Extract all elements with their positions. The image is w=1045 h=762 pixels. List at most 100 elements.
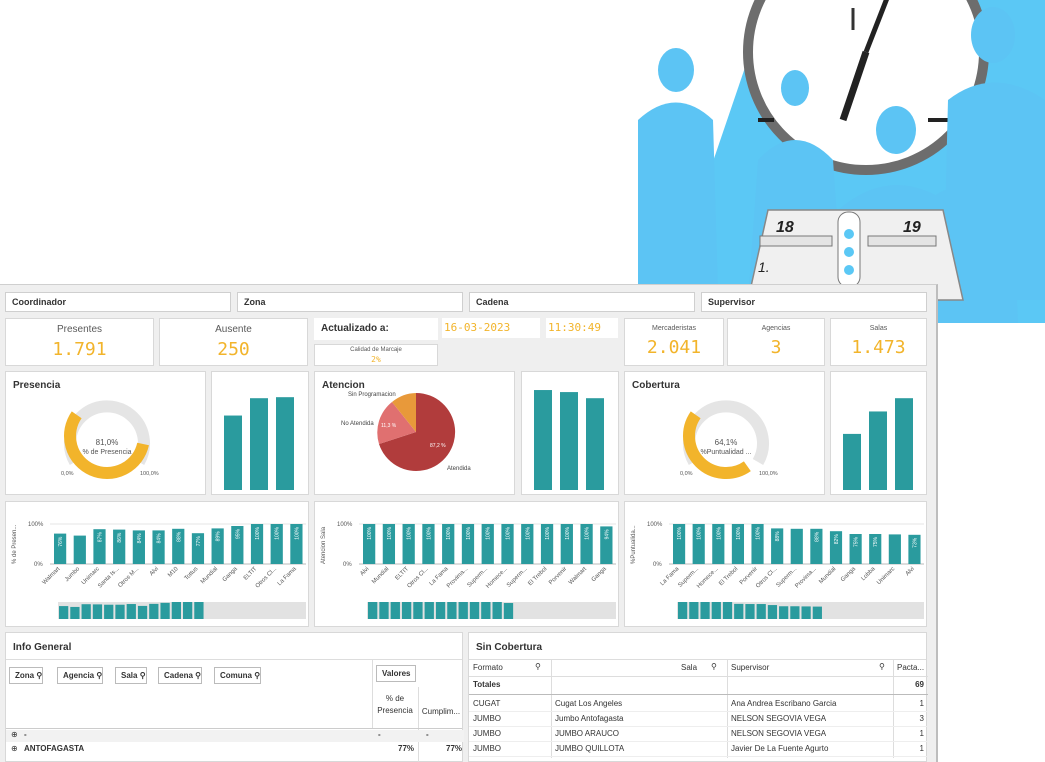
- bar-value-label: 100%: [446, 526, 452, 539]
- kpi-presentes-value: 1.791: [52, 339, 107, 360]
- info-general-title: Info General: [13, 642, 72, 653]
- scrollbar-bar: [413, 602, 423, 619]
- kpi-salas: Salas 1.473: [830, 318, 927, 366]
- expand-icon[interactable]: ⊕: [11, 744, 18, 753]
- table-cell: Ana Andrea Escribano Garcia: [731, 699, 837, 708]
- updated-label-box: Actualizado a:: [314, 318, 438, 340]
- panel-atencion-por-cadena: Atencion Sala 100% 0% 100% Alvi 100% Mundial 10…: [314, 501, 619, 627]
- x-tick-label: Walmart: [42, 566, 62, 586]
- x-tick-label: Alvi: [905, 566, 916, 577]
- valores-button[interactable]: Valores: [376, 665, 416, 682]
- table-cell: Cugat Los Angeles: [555, 699, 623, 708]
- scrollbar-bar: [734, 603, 744, 619]
- atencion-bar-chart: [534, 390, 604, 490]
- bar: [224, 415, 242, 490]
- search-icon[interactable]: ⚲: [535, 662, 541, 671]
- bar-value-label: 88%: [775, 531, 781, 542]
- pie-label-no-atendida: No Atendida: [341, 421, 374, 427]
- scrollbar-bar: [160, 602, 170, 619]
- table-row[interactable]: JUMBO JUMBO QUILLOTA Javier De La Fuente A…: [469, 742, 928, 757]
- x-tick-label: Ganga: [840, 566, 857, 583]
- selector-comuna[interactable]: Comuna ⚲: [214, 667, 262, 684]
- bar-value-label: 100%: [466, 526, 472, 539]
- bar-value-label: 88%: [814, 531, 820, 542]
- col-supervisor-header[interactable]: Supervisor: [731, 663, 770, 672]
- table-cell: JUMBO ARAUCO: [555, 729, 620, 738]
- scrollbar-bar: [435, 602, 446, 619]
- bar-value-label: 76%: [58, 536, 64, 547]
- selector-sala[interactable]: Sala ⚲: [115, 667, 147, 684]
- table-row[interactable]: ⊕ ANTOFAGASTA 77% 77%: [11, 744, 463, 753]
- scrollbar-bar: [149, 603, 159, 619]
- scrollbar-bar: [469, 602, 480, 619]
- x-tick-label: Alvi: [359, 566, 370, 577]
- bar: [540, 524, 554, 564]
- bar-value-label: 100%: [367, 526, 373, 539]
- bar: [810, 528, 823, 564]
- filter-supervisor[interactable]: Supervisor: [701, 292, 927, 312]
- bar-value-label: 94%: [604, 529, 610, 540]
- bar-value-label: 100%: [565, 526, 571, 539]
- panel-atencion: Atencion Sin Programacion No Atendida At…: [314, 371, 515, 495]
- bar-value-label: 100%: [525, 526, 531, 539]
- bar: [54, 533, 67, 564]
- kpi-mercaderistas-label: Mercaderistas: [652, 325, 696, 332]
- table-cell: JUMBO: [473, 744, 501, 753]
- filter-cadena[interactable]: Cadena: [469, 292, 695, 312]
- filter-coordinador[interactable]: Coordinador: [5, 292, 231, 312]
- x-tick-label: Provima...: [794, 566, 818, 590]
- cobertura-gauge: 64,1% %Puntualidad ... 0,0% 100,0%: [680, 400, 778, 479]
- scrollbar-bar: [458, 602, 468, 619]
- selector-zona[interactable]: Zona ⚲: [9, 667, 44, 684]
- table-row[interactable]: CUGAT Cugat Los Angeles Ana Andrea Escriba…: [469, 697, 928, 712]
- col-cumplimiento-header[interactable]: Cumplim...: [421, 707, 461, 716]
- col-presencia-header[interactable]: % de Presencia: [377, 694, 413, 715]
- pie-slice-sin-programacion: [392, 393, 416, 432]
- bar-value-label: 84%: [137, 533, 143, 544]
- x-tick-label: Lobba: [861, 566, 878, 583]
- bar: [586, 398, 604, 490]
- x-tick-label: Provima...: [446, 566, 470, 590]
- selector-agencia[interactable]: Agencia ⚲: [57, 667, 104, 684]
- scrollbar-bar: [689, 602, 699, 619]
- panel-atencion-bars: [521, 371, 619, 495]
- pie-slice-no-atendida: [377, 402, 416, 444]
- scrollbar-bar: [790, 606, 800, 619]
- table-row-total: ⊕ - - -: [6, 730, 464, 742]
- bar: [152, 530, 165, 564]
- x-tick-label: ELTIT: [395, 566, 411, 582]
- table-row[interactable]: JUMBO Jumbo Antofagasta NELSON SEGOVIA VEG…: [469, 712, 928, 727]
- bar: [534, 390, 552, 490]
- search-icon[interactable]: ⚲: [711, 662, 717, 671]
- filter-zona[interactable]: Zona: [237, 292, 463, 312]
- scrollbar-bar: [812, 606, 822, 619]
- dashboard: Coordinador Zona Cadena Supervisor Prese…: [0, 284, 938, 762]
- col-sala-header[interactable]: Sala: [681, 663, 698, 672]
- search-icon[interactable]: ⚲: [879, 662, 885, 671]
- selector-cadena[interactable]: Cadena ⚲: [158, 667, 202, 684]
- col-formato-header[interactable]: Formato: [473, 663, 503, 672]
- scrollbar-bar: [115, 604, 125, 619]
- expand-icon[interactable]: ⊕: [11, 730, 18, 739]
- bar-value-label: 87%: [97, 532, 103, 543]
- bar: [442, 524, 455, 564]
- table-cell: NELSON SEGOVIA VEGA: [731, 729, 827, 738]
- bar-value-label: 84%: [157, 533, 163, 544]
- bar: [93, 529, 106, 564]
- scrollbar-bar: [722, 602, 733, 619]
- x-tick-label: Walmart: [568, 566, 588, 586]
- scrollbar-bar: [767, 605, 778, 619]
- pie-label-atendida: Atendida: [447, 466, 471, 472]
- cobertura-gauge-value: 64,1%: [715, 438, 738, 447]
- bar-value-label: 100%: [275, 526, 281, 539]
- search-icon: ⚲: [96, 671, 103, 680]
- col-pactado-header[interactable]: Pacta...: [897, 663, 925, 672]
- atencion-por-cadena-chart: Atencion Sala 100% 0% 100% Alvi 100% Mundial 10…: [321, 522, 616, 619]
- cobertura-gauge-max: 100,0%: [759, 471, 778, 477]
- bar: [869, 534, 882, 564]
- totales-label: Totales: [473, 680, 501, 689]
- table-row[interactable]: JUMBO JUMBO ARAUCO NELSON SEGOVIA VEGA 1: [469, 727, 928, 742]
- scrollbar-bar: [92, 604, 103, 619]
- calendar-note: 1.: [758, 259, 770, 275]
- x-tick-label: El Trebol: [527, 566, 548, 587]
